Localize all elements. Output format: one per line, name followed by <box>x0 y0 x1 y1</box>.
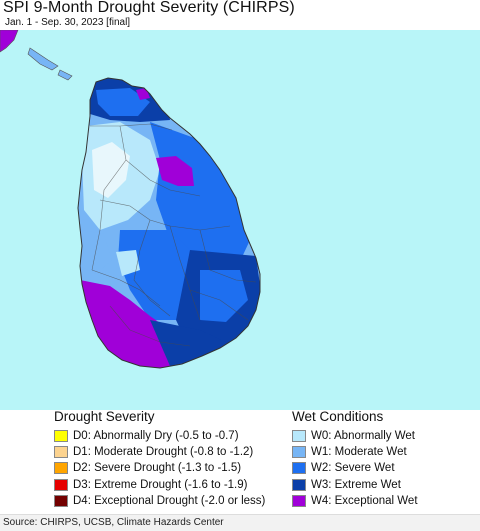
header: SPI 9-Month Drought Severity (CHIRPS) Ja… <box>0 0 480 30</box>
legend-label-w1: W1: Moderate Wet <box>311 446 407 459</box>
legend-label-w2: W2: Severe Wet <box>311 462 395 475</box>
legend-swatch-d3 <box>54 478 68 491</box>
legend-item-d2: D2: Severe Drought (-1.3 to -1.5) <box>54 460 265 476</box>
source-credit: Source: CHIRPS, UCSB, Climate Hazards Ce… <box>3 517 224 528</box>
map-svg <box>0 30 261 369</box>
legend-label-w4: W4: Exceptional Wet <box>311 494 418 507</box>
drought-legend: Drought Severity D0: Abnormally Dry (-0.… <box>54 409 265 509</box>
legend-label-d2: D2: Severe Drought (-1.3 to -1.5) <box>73 462 242 475</box>
legend-swatch-w3 <box>292 478 306 491</box>
legend-swatch-d2 <box>54 462 68 475</box>
legend-swatch-d4 <box>54 494 68 507</box>
legend-label-w0: W0: Abnormally Wet <box>311 430 415 443</box>
legend-item-d3: D3: Extreme Drought (-1.6 to -1.9) <box>54 477 265 493</box>
wet-legend: Wet Conditions W0: Abnormally Wet W1: Mo… <box>292 409 418 509</box>
legend-item-d0: D0: Abnormally Dry (-0.5 to -0.7) <box>54 428 265 444</box>
legend-swatch-w0 <box>292 430 306 443</box>
legend-label-d4: D4: Exceptional Drought (-2.0 or less) <box>73 494 266 507</box>
island-fill <box>78 78 260 368</box>
coast-islet-2 <box>57 69 73 81</box>
legend: Drought Severity D0: Abnormally Dry (-0.… <box>0 409 480 515</box>
sri-lanka-outline <box>77 77 261 369</box>
legend-label-d0: D0: Abnormally Dry (-0.5 to -0.7) <box>73 430 239 443</box>
legend-label-d1: D1: Moderate Drought (-0.8 to -1.2) <box>73 446 254 459</box>
district-boundaries <box>90 123 257 347</box>
coast-islet <box>27 47 59 71</box>
legend-item-w3: W3: Extreme Wet <box>292 477 418 493</box>
legend-item-d4: D4: Exceptional Drought (-2.0 or less) <box>54 493 265 509</box>
map-subtitle: Jan. 1 - Sep. 30, 2023 [final] <box>5 17 131 28</box>
legend-swatch-d1 <box>54 446 68 459</box>
legend-swatch-w4 <box>292 494 306 507</box>
legend-label-w3: W3: Extreme Wet <box>311 478 401 491</box>
wet-legend-title: Wet Conditions <box>292 409 384 424</box>
legend-item-w4: W4: Exceptional Wet <box>292 493 418 509</box>
drought-legend-title: Drought Severity <box>54 409 155 424</box>
legend-swatch-d0 <box>54 430 68 443</box>
map-title: SPI 9-Month Drought Severity (CHIRPS) <box>3 0 295 16</box>
legend-item-d1: D1: Moderate Drought (-0.8 to -1.2) <box>54 444 265 460</box>
legend-item-w0: W0: Abnormally Wet <box>292 428 418 444</box>
mainland-corner <box>0 30 19 53</box>
footer: Source: CHIRPS, UCSB, Climate Hazards Ce… <box>0 514 480 531</box>
legend-item-w2: W2: Severe Wet <box>292 460 418 476</box>
legend-swatch-w1 <box>292 446 306 459</box>
legend-item-w1: W1: Moderate Wet <box>292 444 418 460</box>
map-panel[interactable] <box>0 30 480 410</box>
legend-swatch-w2 <box>292 462 306 475</box>
legend-label-d3: D3: Extreme Drought (-1.6 to -1.9) <box>73 478 248 491</box>
